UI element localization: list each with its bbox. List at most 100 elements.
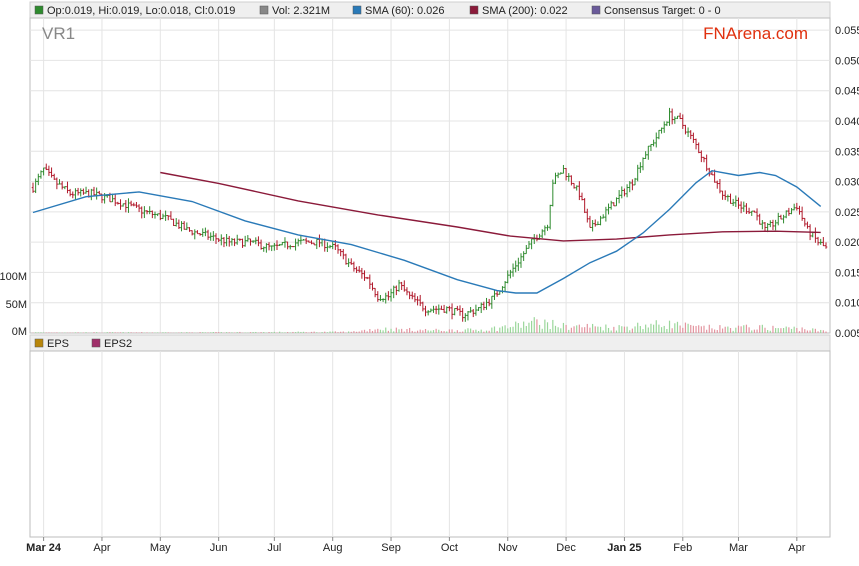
volume-bar (231, 332, 233, 333)
x-tick-label: May (150, 542, 171, 554)
volume-bar (814, 328, 816, 333)
y-tick-label: 0.005 (835, 328, 859, 340)
volume-bar (96, 332, 98, 333)
volume-bar (393, 331, 395, 333)
volume-bar (631, 328, 633, 333)
volume-bar (390, 328, 392, 333)
volume-bar (297, 331, 299, 333)
volume-bar (822, 330, 824, 333)
y-tick-label: 0.010 (835, 298, 859, 310)
legend-label: SMA (60): 0.026 (365, 5, 445, 17)
volume-bar (342, 331, 344, 333)
volume-bar (157, 332, 159, 333)
volume-bar (536, 319, 538, 333)
volume-bar (515, 321, 517, 333)
volume-bar (820, 329, 822, 333)
volume-bar (409, 327, 411, 333)
volume-bar (623, 326, 626, 333)
volume-bar (273, 331, 275, 333)
volume-bar (430, 330, 432, 333)
volume-bar (504, 325, 506, 333)
volume-bar (188, 332, 191, 333)
volume-bar (268, 332, 270, 333)
legend-swatch (591, 5, 601, 15)
volume-bar (111, 332, 114, 333)
volume-bar (117, 332, 119, 333)
brand-logo: FNArena.com (703, 24, 808, 43)
volume-bar (483, 331, 485, 333)
volume-bar (751, 330, 753, 333)
volume-bar (470, 328, 472, 333)
volume-bar (427, 330, 429, 333)
volume-bar (440, 330, 443, 333)
volume-bar (374, 329, 376, 333)
volume-bar (592, 323, 594, 333)
volume-bar (735, 327, 737, 333)
volume-bar (671, 328, 673, 333)
volume-bar (679, 325, 681, 333)
volume-bar (721, 328, 724, 333)
volume-bar (284, 332, 286, 333)
volume-bar (424, 328, 427, 333)
volume-bar (674, 323, 676, 333)
volume-bar (782, 327, 785, 333)
volume-bar (329, 331, 331, 333)
volume-bar (509, 327, 511, 333)
volume-bar (37, 332, 39, 333)
volume-bar (167, 332, 169, 333)
volume-bar (666, 329, 668, 333)
volume-bar (796, 327, 798, 333)
volume-bar (228, 332, 230, 333)
volume-bar (403, 331, 405, 333)
volume-bar (271, 332, 273, 333)
y-axis-price: 0.055 0.050 0.045 0.040 0.035 0.030 0.025 0.020… (835, 25, 859, 340)
volume-bar (292, 331, 294, 333)
x-tick-label: Jul (267, 542, 281, 554)
volume-bar (658, 324, 660, 333)
volume-bar (199, 332, 201, 333)
volume-bar (212, 332, 214, 333)
volume-bar (562, 322, 565, 333)
volume-bar (279, 331, 281, 333)
x-tick-label: Feb (673, 542, 692, 554)
volume-bar (462, 331, 464, 333)
volume-bar (817, 331, 819, 333)
volume-bar (634, 326, 636, 333)
volume-bar (77, 332, 79, 333)
volume-bar (300, 331, 302, 333)
volume-bar (655, 320, 657, 333)
volume-bar (525, 326, 527, 333)
volume-bar (480, 329, 482, 333)
volume-bar (287, 332, 289, 333)
volume-bar (475, 329, 477, 333)
volume-bar (281, 332, 283, 333)
volume-bar (119, 332, 122, 333)
legend-swatch (34, 5, 44, 15)
volume-bar (464, 329, 466, 333)
x-tick-label: Apr (788, 542, 805, 554)
y-tick-label: 0.020 (835, 237, 859, 249)
volume-bar (496, 331, 498, 333)
volume-bar (615, 330, 618, 333)
volume-bar (639, 326, 641, 333)
volume-bar (546, 322, 549, 333)
volume-bar (520, 327, 522, 333)
volume-bar (682, 327, 684, 333)
volume-bar (40, 332, 42, 333)
volume-bar (650, 323, 652, 333)
y-tick-label: 0.040 (835, 116, 859, 128)
volume-bar (581, 327, 583, 333)
volume-bars (32, 317, 827, 333)
volume-bar (764, 327, 766, 333)
volume-bar (332, 331, 334, 333)
volume-bar (531, 320, 533, 333)
price-pane (29, 17, 831, 334)
volume-bar (780, 328, 782, 333)
volume-bar (324, 331, 326, 333)
volume-bar (565, 324, 567, 333)
volume-bar (698, 325, 700, 333)
volume-bar (276, 332, 278, 333)
volume-bar (714, 329, 716, 333)
volume-bar (578, 324, 580, 333)
